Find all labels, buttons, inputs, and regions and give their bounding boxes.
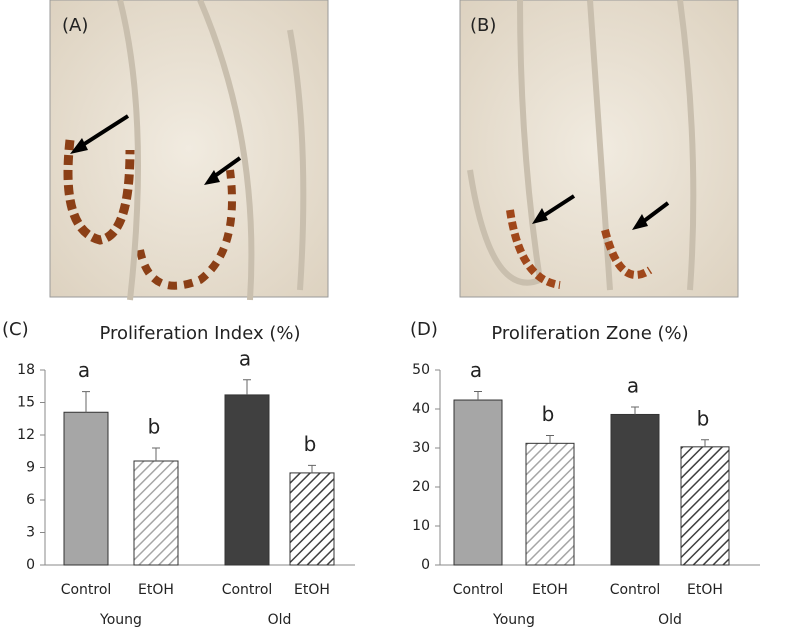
y-tick-label: 0 bbox=[26, 557, 35, 573]
y-tick-label: 0 bbox=[421, 557, 430, 573]
panel-label: (B) bbox=[470, 15, 496, 36]
bar bbox=[680, 446, 730, 566]
y-tick-label: 15 bbox=[17, 395, 35, 411]
significance-letter: a bbox=[470, 358, 482, 382]
significance-letter: a bbox=[239, 346, 251, 370]
x-tick-label: EtOH bbox=[532, 582, 568, 598]
error-bar bbox=[546, 435, 554, 444]
chart: (D) Proliferation Zone (%) 0 10 20 30 40 50 a Con… bbox=[410, 319, 760, 628]
significance-letter: a bbox=[78, 358, 90, 382]
y-tick-label: 40 bbox=[412, 401, 430, 417]
y-tick-label: 50 bbox=[412, 362, 430, 378]
significance-letter: b bbox=[148, 415, 161, 439]
micrograph-a: (A) bbox=[49, 0, 329, 301]
significance-letter: b bbox=[697, 406, 710, 430]
panel-label: (D) bbox=[410, 319, 438, 340]
group-label: Old bbox=[658, 612, 682, 628]
bar bbox=[63, 411, 109, 566]
chart: (C) Proliferation Index (%) 0 3 6 9 12 15 18 a Con… bbox=[2, 319, 355, 628]
x-tick-label: Control bbox=[453, 582, 504, 598]
bar bbox=[525, 442, 575, 566]
y-tick-label: 10 bbox=[412, 518, 430, 534]
panel-label: (C) bbox=[2, 319, 29, 340]
error-bar bbox=[474, 390, 482, 401]
chart-title: Proliferation Zone (%) bbox=[491, 323, 688, 344]
significance-letter: b bbox=[542, 402, 555, 426]
x-tick-label: EtOH bbox=[687, 582, 723, 598]
group-label: Old bbox=[268, 612, 292, 628]
y-tick-label: 3 bbox=[26, 525, 35, 541]
y-tick-label: 12 bbox=[17, 427, 35, 443]
error-bar bbox=[243, 379, 251, 395]
group-label: Young bbox=[492, 612, 535, 628]
x-tick-label: EtOH bbox=[294, 582, 330, 598]
error-bar bbox=[82, 391, 90, 413]
x-tick-label: Control bbox=[222, 582, 273, 598]
significance-letter: a bbox=[627, 374, 639, 398]
y-tick-label: 9 bbox=[26, 460, 35, 476]
bar bbox=[610, 413, 660, 566]
error-bar bbox=[308, 464, 316, 473]
x-tick-label: EtOH bbox=[138, 582, 174, 598]
error-bar bbox=[631, 406, 639, 415]
y-tick-label: 6 bbox=[26, 492, 35, 508]
bar bbox=[289, 472, 335, 566]
y-tick-label: 30 bbox=[412, 440, 430, 456]
bar bbox=[453, 399, 503, 566]
chart-title: Proliferation Index (%) bbox=[99, 323, 300, 344]
x-tick-label: Control bbox=[61, 582, 112, 598]
micrograph-b: (B) bbox=[459, 0, 739, 298]
significance-letter: b bbox=[304, 432, 317, 456]
x-tick-label: Control bbox=[610, 582, 661, 598]
bar bbox=[224, 394, 270, 566]
y-tick-label: 18 bbox=[17, 362, 35, 378]
error-bar bbox=[701, 439, 709, 447]
bar bbox=[133, 460, 179, 566]
y-tick-label: 20 bbox=[412, 479, 430, 495]
error-bar bbox=[152, 447, 160, 461]
group-label: Young bbox=[99, 612, 142, 628]
panel-label: (A) bbox=[62, 15, 88, 36]
